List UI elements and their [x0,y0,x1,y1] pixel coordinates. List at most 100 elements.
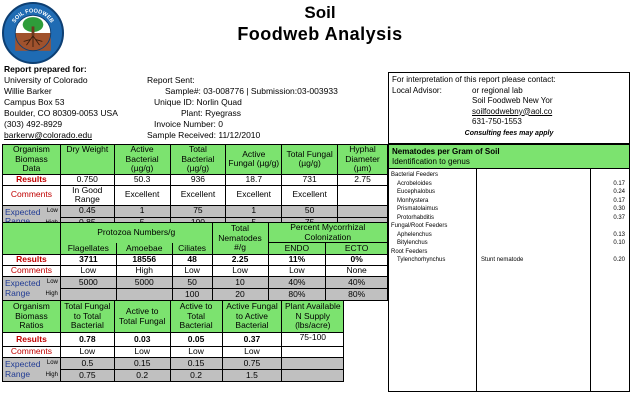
low-cell: 0.15 [169,357,223,370]
comment-cell: Low [267,265,327,277]
result-cell: 0.37 [221,332,283,347]
nematode-name: Bacterial Feeders [391,172,439,178]
comment-cell: Excellent [225,184,283,206]
col-header: Dry Weight [59,144,115,175]
low-cell: 0.45 [59,204,115,218]
result-cell: 18.7 [225,173,283,186]
report-sent: Report Sent: [147,75,195,85]
comment-cell: Low [169,346,223,358]
col-header: Active Fungal (µg/g) [225,144,283,175]
prepared-for-label: Report prepared for: [4,64,87,74]
low-cell: 40% [267,276,327,289]
high-cell [281,369,345,382]
result-cell: 0.78 [59,332,115,347]
comment-cell: Low [113,346,171,358]
prepared-for-email[interactable]: barkerw@colorado.edu [4,130,93,140]
low-cell: 0.15 [113,357,171,370]
col-header: Percent Mycorrhizal Colonization [267,222,388,243]
low-cell: 50 [171,276,213,289]
result-cell: 2.25 [211,254,269,266]
report-meta-block: Report Sent: Sample#: 03-008776 | Submis… [147,75,338,141]
local-advisor-label: Local Advisor: [392,85,442,95]
nematode-row: Eucephalobus 0.24 [389,188,631,197]
high-cell: 0.75 [59,369,115,382]
contact-phone: 631-750-1553 [472,117,522,126]
expected-range-label: Expected Range Low High [2,276,61,301]
col-header: Plant Available N Supply (lbs/acre) [281,300,345,333]
contact-line: or regional lab [472,85,523,95]
comment-cell: Low [59,265,117,277]
nematode-value: 0.24 [613,189,625,195]
high-cell [115,288,173,301]
low-cell [281,357,345,370]
sample-number: Sample#: 03-008776 | Submission:03-00393… [165,86,338,96]
col-header: Active Fungal to Active Bacterial [221,300,283,333]
nematode-value: 0.10 [613,240,625,246]
result-cell: 0.05 [169,332,223,347]
result-cell: 48 [171,254,213,266]
low-cell: 1 [225,204,283,218]
comment-cell: High [115,265,173,277]
comments-label: Comments [2,184,61,206]
low-cell: 40% [325,276,388,289]
contact-box: For interpretation of this report please… [388,72,630,144]
prepared-for-line: Boulder, CO 80309-0053 USA [4,108,118,118]
low-cell: 5000 [115,276,173,289]
result-cell: 0.750 [59,173,115,186]
nematode-name: Tylenchorhynchus [397,257,446,263]
nematode-name: Root Feeders [391,248,428,255]
high-label: High [45,372,58,378]
col-header: Amoebae [115,242,173,255]
high-cell: 1.5 [221,369,283,382]
low-cell [337,204,388,218]
nematode-row: Root Feeders [389,248,631,257]
nematode-name: Bitylenchus [397,240,428,246]
contact-email[interactable]: soilfoodwebny@aol.co [472,106,553,116]
col-header: ECTO [325,242,388,255]
result-cell: 18556 [115,254,173,266]
nematode-name: Prismatolaimus [397,206,439,212]
result-cell: 3711 [59,254,117,266]
nematode-name: Fungal/Root Feeders [391,223,448,229]
nematode-value: 0.37 [613,214,625,221]
nematode-value: 0.17 [613,197,625,204]
invoice-number: Invoice Number: 0 [154,119,223,129]
nematode-row: Bacterial Feeders [389,171,631,180]
nematode-name: Eucephalobus [397,189,436,195]
results-label: Results [2,254,61,266]
comments-label: Comments [2,265,61,277]
nematode-row: Protorhabditis 0.37 [389,214,631,223]
col-header: Active to Total Fungal [113,300,171,333]
comment-cell: Low [59,346,115,358]
nematode-row: Aphelenchus 0.13 [389,231,631,240]
col-header: Total Bacterial (µg/g) [169,144,227,175]
nematode-name: Aphelenchus [397,231,432,238]
biomass-data-table: Organism Biomass Data Dry Weight Active … [2,144,388,230]
comment-cell: None [325,265,388,277]
nematode-value: 0.20 [613,257,625,263]
nematode-row: Tylenchorhynchus Stunt nematode 0.20 [389,256,631,265]
low-label: Low [46,360,58,366]
result-cell: 50.3 [113,173,171,186]
nematodes-title: Nematodes per Gram of Soil [392,147,500,156]
high-cell: 80% [325,288,388,301]
low-cell: 0.5 [59,357,115,370]
nematode-row: Monhystera 0.17 [389,197,631,206]
comment-cell: Excellent [281,184,339,206]
low-cell: 75 [169,204,227,218]
comment-cell: Low [211,265,269,277]
nematode-row: Prismatolaimus 0.30 [389,205,631,214]
col-header: Flagellates [59,242,117,255]
plant: Plant: Ryegrass [181,108,241,118]
nematode-name: Acrobeloides [397,180,432,187]
consulting-fees-note: Consulting fees may apply [464,129,554,137]
comment-cell: Low [171,265,213,277]
col-header: Active to Total Bacterial [169,300,223,333]
result-cell: 2.75 [337,173,388,186]
low-label: Low [46,279,58,285]
prepared-for-block: Report prepared for: University of Color… [4,64,118,141]
prepared-for-line: (303) 492-8929 [4,119,63,129]
col-header: ENDO [267,242,327,255]
high-cell: 0.2 [113,369,171,382]
tree-roots-icon: SOIL FOODWEB [11,8,55,52]
